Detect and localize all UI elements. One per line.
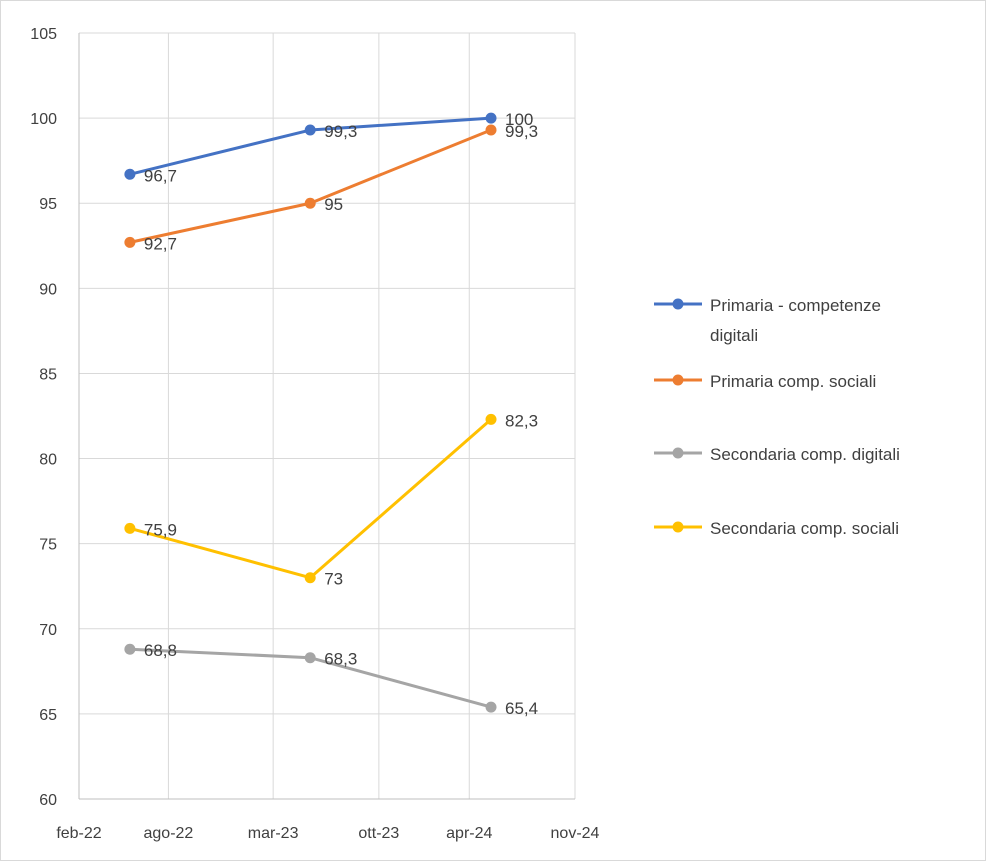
x-tick-label: nov-24 — [551, 825, 600, 842]
legend-label: Secondaria comp. digitali — [710, 445, 900, 464]
y-tick-label: 60 — [39, 792, 57, 809]
data-point — [485, 701, 497, 713]
data-label: 68,3 — [324, 650, 357, 669]
data-point — [304, 572, 316, 584]
data-label: 100 — [505, 110, 533, 129]
data-point — [124, 236, 136, 248]
legend-label: Primaria comp. sociali — [710, 372, 876, 391]
data-point — [304, 124, 316, 136]
data-label: 99,3 — [505, 122, 538, 141]
x-tick-label: ott-23 — [358, 825, 399, 842]
legend-marker — [672, 447, 684, 459]
legend-label: Secondaria comp. sociali — [710, 519, 899, 538]
x-tick-label: apr-24 — [446, 825, 492, 842]
data-point — [304, 197, 316, 209]
legend-label: digitali — [710, 326, 758, 345]
data-label: 95 — [324, 195, 343, 214]
data-point — [485, 124, 497, 136]
data-point — [304, 652, 316, 664]
y-tick-label: 70 — [39, 622, 57, 639]
y-tick-label: 65 — [39, 707, 57, 724]
legend-marker — [672, 521, 684, 533]
data-label: 82,3 — [505, 411, 538, 430]
data-label: 92,7 — [144, 234, 177, 253]
y-tick-label: 75 — [39, 537, 57, 554]
y-tick-label: 90 — [39, 281, 57, 298]
series-line — [129, 418, 493, 580]
data-label: 75,9 — [144, 520, 177, 539]
data-point — [124, 168, 136, 180]
data-label: 65,4 — [505, 699, 538, 718]
x-tick-label: feb-22 — [56, 825, 101, 842]
data-point — [485, 112, 497, 124]
data-point — [124, 643, 136, 655]
data-point — [124, 522, 136, 534]
data-label: 68,8 — [144, 641, 177, 660]
legend-marker — [672, 298, 684, 310]
data-label: 96,7 — [144, 166, 177, 185]
y-tick-label: 100 — [30, 111, 57, 128]
y-tick-label: 95 — [39, 196, 57, 213]
legend-marker — [672, 374, 684, 386]
x-tick-label: mar-23 — [248, 825, 299, 842]
legend-label: Primaria - competenze — [710, 296, 881, 315]
data-label: 99,3 — [324, 122, 357, 141]
x-tick-label: ago-22 — [144, 825, 194, 842]
series-line — [129, 128, 492, 244]
data-label: 73 — [324, 570, 343, 589]
data-point — [485, 413, 497, 425]
y-tick-label: 105 — [30, 26, 57, 43]
y-tick-label: 80 — [39, 452, 57, 469]
y-tick-label: 85 — [39, 366, 57, 383]
